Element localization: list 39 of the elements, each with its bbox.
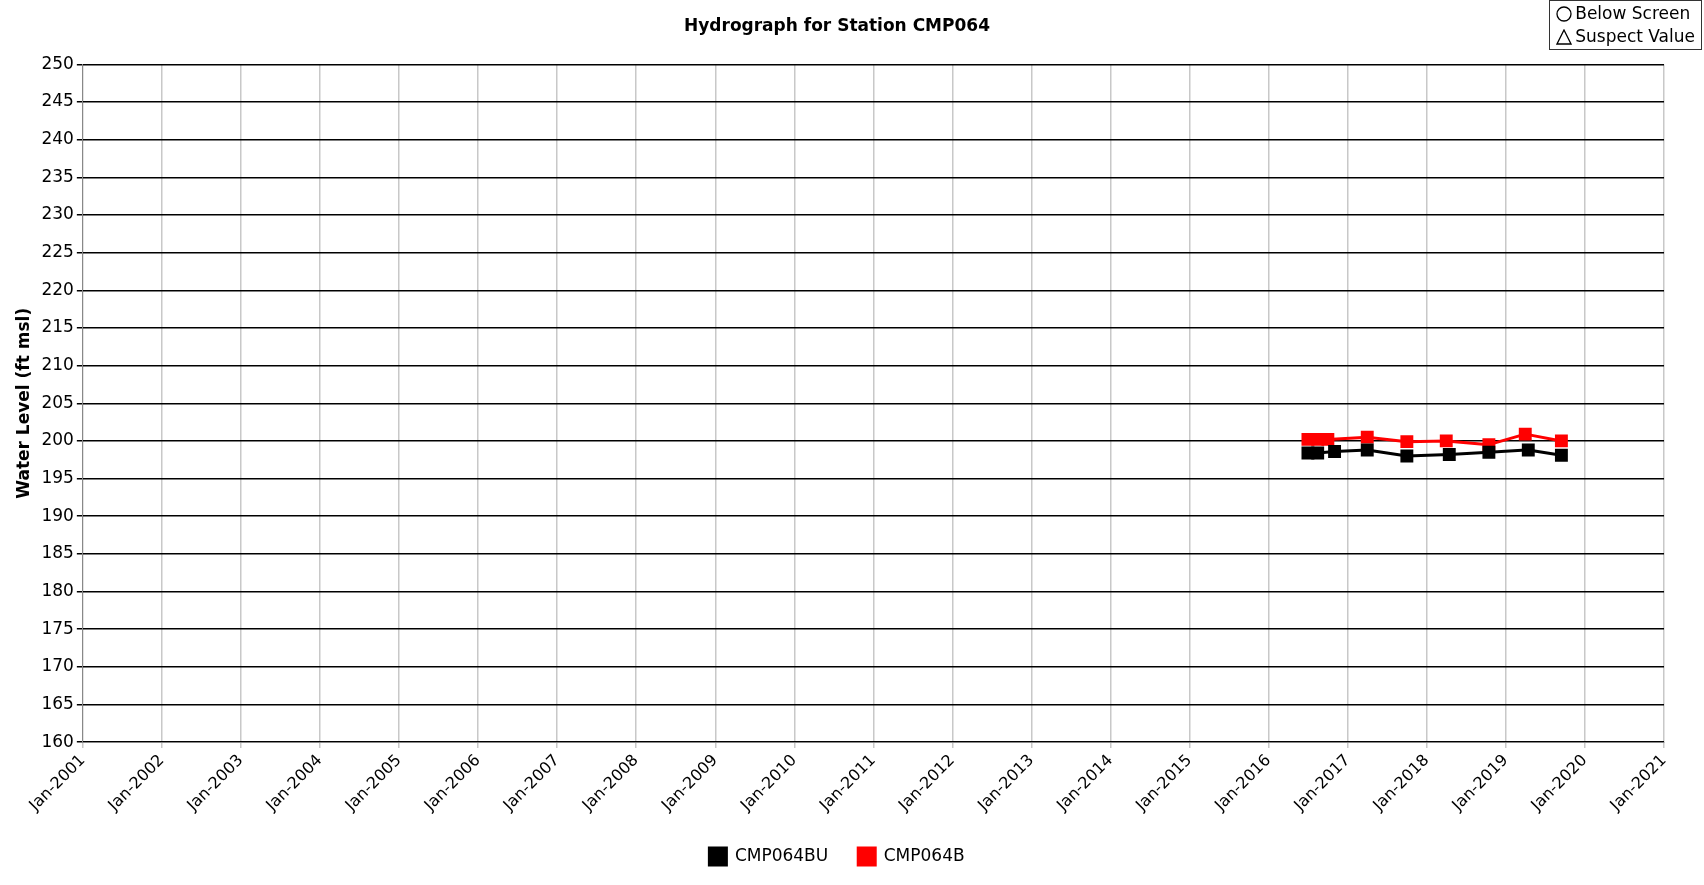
- y-tick-label: 250: [41, 52, 74, 73]
- text: Suspect Value: [1575, 25, 1695, 48]
- y-tick-label: 225: [41, 241, 74, 262]
- point: [1482, 445, 1496, 459]
- legend-label: CMP064BU: [734, 844, 829, 865]
- y-tick-label: 205: [41, 391, 74, 412]
- y-tick-label: 235: [41, 165, 74, 186]
- point: [1518, 427, 1532, 441]
- legend-label: CMP064B: [883, 844, 965, 865]
- chart-title: Hydrograph for Station CMP064: [684, 14, 991, 35]
- y-tick-label: 180: [41, 579, 74, 600]
- y-tick-label: 200: [41, 429, 74, 450]
- y-tick-label: 160: [41, 730, 74, 751]
- y-tick-label: 215: [41, 316, 74, 337]
- y-tick-label: 245: [41, 90, 74, 111]
- point: [1439, 434, 1453, 448]
- point: [1360, 430, 1374, 444]
- y-tick-label: 185: [41, 542, 74, 563]
- point: [1554, 434, 1568, 448]
- y-tick-label: 190: [41, 504, 74, 525]
- point: [1311, 446, 1325, 460]
- y-tick-label: 210: [41, 354, 74, 375]
- y-tick-label: 170: [41, 655, 74, 676]
- y-tick-label: 220: [41, 278, 74, 299]
- y-tick-label: 195: [41, 466, 74, 487]
- y-tick-label: 240: [41, 128, 74, 149]
- point: [1328, 445, 1342, 458]
- text: Below Screen: [1575, 2, 1691, 25]
- point: [1400, 435, 1414, 449]
- y-tick-label: 230: [41, 203, 74, 224]
- y-tick-label: 175: [41, 617, 74, 638]
- point: [1400, 449, 1414, 463]
- point: [1521, 443, 1535, 457]
- point: [1554, 448, 1568, 462]
- point: [1360, 443, 1374, 457]
- point: [1321, 432, 1335, 446]
- y-axis-title: Water Level (ft msl): [12, 307, 33, 499]
- y-tick-label: 165: [41, 692, 74, 713]
- point: [1442, 448, 1456, 461]
